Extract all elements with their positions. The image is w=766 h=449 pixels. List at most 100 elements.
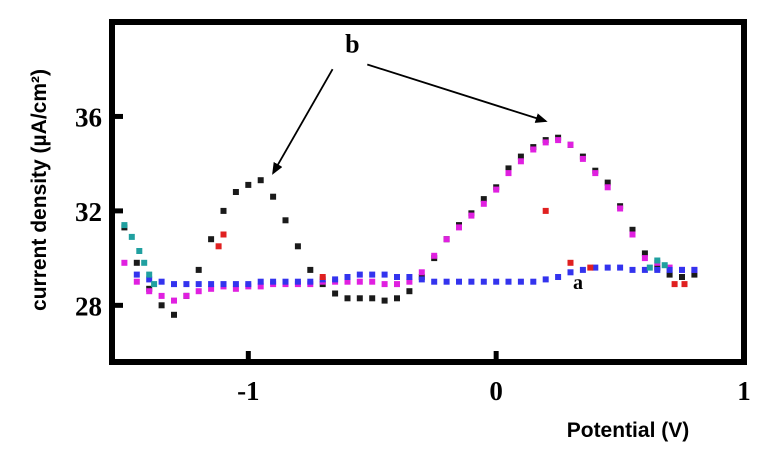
data-point-s3-7 <box>654 257 661 264</box>
annotation-arrow-0 <box>272 68 334 175</box>
data-point-s4-3 <box>542 207 549 214</box>
data-point-s2-24 <box>431 278 438 285</box>
data-point-s1-27 <box>456 224 462 231</box>
data-point-s0-14 <box>294 243 301 250</box>
data-point-s1-11 <box>257 283 264 290</box>
data-point-s0-11 <box>257 177 264 184</box>
x-tick-label-2: 1 <box>737 376 751 406</box>
data-point-s2-34 <box>555 274 562 280</box>
data-point-s4-5 <box>587 264 594 271</box>
data-point-s0-8 <box>220 207 227 214</box>
data-point-s2-19 <box>369 271 376 278</box>
data-point-s2-33 <box>542 276 549 283</box>
data-point-s2-6 <box>208 281 215 288</box>
data-point-s2-36 <box>579 266 586 273</box>
data-point-s1-1 <box>133 278 140 285</box>
data-point-s0-18 <box>344 295 351 302</box>
data-point-s1-23 <box>406 278 413 285</box>
data-point-s2-28 <box>480 278 487 285</box>
data-point-s2-39 <box>617 264 624 271</box>
x-axis-label: Potential (V) <box>567 419 690 442</box>
data-point-s1-37 <box>579 155 586 162</box>
data-point-s4-4 <box>567 259 574 266</box>
data-point-s0-39 <box>604 179 611 186</box>
data-point-s1-38 <box>592 170 599 177</box>
data-point-s0-22 <box>394 295 400 302</box>
data-point-s1-7 <box>208 285 215 292</box>
annotation-arrows <box>272 63 548 175</box>
data-point-s1-30 <box>493 186 500 193</box>
data-point-s2-10 <box>257 278 264 285</box>
data-point-s1-18 <box>344 278 351 285</box>
data-point-s2-31 <box>517 278 524 285</box>
data-point-s3-5 <box>151 281 158 288</box>
y-axis-ticks: 28 32 36 <box>75 102 123 321</box>
data-point-s2-43 <box>666 266 673 273</box>
data-point-s1-39 <box>604 184 611 191</box>
data-point-s2-44 <box>679 266 685 273</box>
data-point-s0-44 <box>666 271 673 278</box>
data-point-s1-32 <box>517 158 524 165</box>
data-point-s2-35 <box>567 269 574 276</box>
data-point-s4-7 <box>681 281 688 288</box>
data-point-s0-9 <box>232 189 239 195</box>
data-point-s0-12 <box>270 193 277 200</box>
data-point-s1-19 <box>356 278 363 285</box>
data-point-s2-2 <box>158 278 165 285</box>
data-point-s0-21 <box>381 297 388 304</box>
data-point-s3-8 <box>661 262 668 269</box>
data-point-s0-19 <box>356 295 363 302</box>
x-axis-ticks: -1 0 1 <box>237 351 751 406</box>
data-point-s1-22 <box>394 281 400 288</box>
data-point-s3-6 <box>646 264 653 271</box>
data-point-s0-20 <box>369 295 376 302</box>
data-point-s4-6 <box>671 281 678 288</box>
data-point-s0-4 <box>171 311 177 318</box>
annotation-arrow-1 <box>367 63 548 123</box>
data-point-s2-30 <box>505 278 512 285</box>
data-point-s0-17 <box>332 290 339 297</box>
data-point-s0-32 <box>517 153 524 160</box>
data-point-s2-29 <box>493 278 500 285</box>
data-point-s0-23 <box>406 288 413 295</box>
data-point-s2-38 <box>604 264 611 271</box>
data-point-s1-25 <box>431 252 438 259</box>
data-point-s0-29 <box>480 196 487 203</box>
data-point-s4-2 <box>319 274 326 280</box>
data-point-s2-5 <box>195 281 202 288</box>
data-point-s1-21 <box>381 281 388 288</box>
data-point-s2-18 <box>356 271 363 278</box>
data-point-s2-23 <box>418 276 425 283</box>
data-point-s2-20 <box>381 271 388 278</box>
data-point-s2-22 <box>406 274 413 280</box>
data-point-s2-32 <box>530 278 537 285</box>
y-axis-label: current density (µA/cm²) <box>28 69 51 311</box>
data-point-s0-1 <box>133 259 140 266</box>
data-point-s2-7 <box>220 281 227 288</box>
data-point-s0-3 <box>158 302 165 309</box>
y-tick-label-0: 28 <box>75 291 102 321</box>
plot-frame <box>109 19 747 365</box>
y-tick-label-1: 32 <box>75 197 102 227</box>
data-point-s2-13 <box>294 278 301 285</box>
data-point-s0-31 <box>505 165 512 172</box>
data-point-s1-4 <box>171 297 177 304</box>
data-point-s2-16 <box>332 276 339 283</box>
data-point-s2-25 <box>443 278 450 285</box>
data-point-s2-42 <box>654 266 661 273</box>
data-point-s1-34 <box>542 139 549 146</box>
data-point-s4-0 <box>215 243 222 250</box>
data-point-s1-40 <box>617 205 624 212</box>
data-point-s3-3 <box>141 259 148 266</box>
data-point-s1-9 <box>232 285 239 292</box>
data-point-s0-45 <box>679 274 685 280</box>
data-point-s2-8 <box>232 281 239 288</box>
data-point-s3-2 <box>136 248 143 254</box>
data-point-s1-20 <box>369 278 376 285</box>
data-point-s2-41 <box>641 266 648 273</box>
data-point-s2-40 <box>629 266 636 273</box>
data-point-s1-2 <box>146 288 153 295</box>
data-point-s1-26 <box>443 236 450 243</box>
x-tick-label-0: -1 <box>237 376 260 406</box>
data-point-s2-37 <box>592 264 599 271</box>
